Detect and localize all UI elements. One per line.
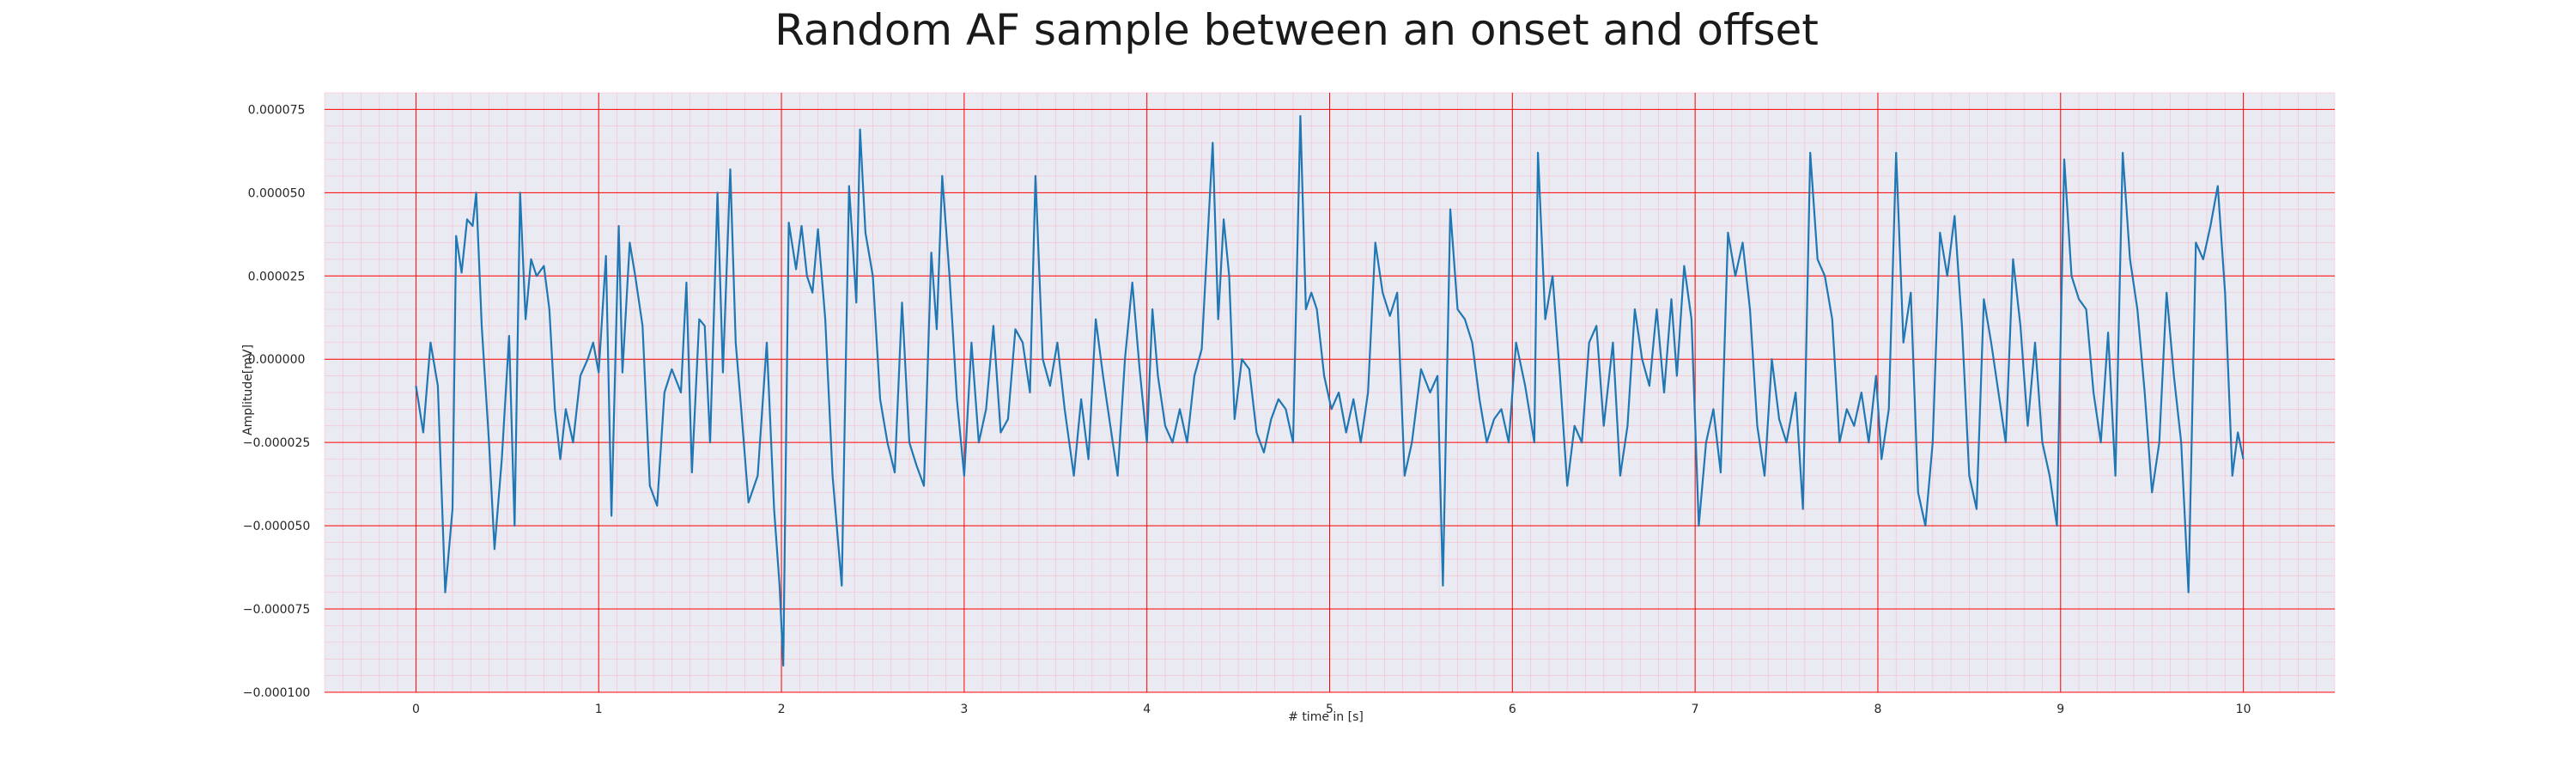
y-tick-label: 0.000000 xyxy=(248,353,306,367)
y-tick-label: −0.000075 xyxy=(243,603,311,617)
series-layer xyxy=(415,115,2245,667)
y-tick-label: 0.000050 xyxy=(248,186,306,200)
y-tick-label: −0.000025 xyxy=(243,436,311,450)
y-tick-label: 0.000075 xyxy=(248,103,306,117)
x-tick-label: 8 xyxy=(1874,703,1881,716)
x-tick-label: 7 xyxy=(1692,703,1699,716)
y-tick-label: −0.000050 xyxy=(243,520,311,533)
x-axis-label: # time in [s] xyxy=(1288,710,1364,724)
x-tick-label: 2 xyxy=(778,703,786,716)
series-line xyxy=(415,115,2245,667)
x-tick-label: 0 xyxy=(412,703,420,716)
y-tick-label: 0.000025 xyxy=(248,270,306,283)
major-grid xyxy=(325,93,2335,693)
y-axis-label: Amplitude[mV] xyxy=(241,344,255,435)
x-tick-label: 4 xyxy=(1143,703,1151,716)
y-tick-label: −0.000100 xyxy=(243,686,311,700)
chart-title: Random AF sample between an onset and of… xyxy=(775,5,1819,55)
x-tick-label: 3 xyxy=(960,703,968,716)
x-tick-label: 1 xyxy=(595,703,603,716)
x-tick-label: 5 xyxy=(1326,703,1334,716)
x-tick-label: 10 xyxy=(2236,703,2251,716)
x-axis-ticks: 0 1 2 3 4 5 6 7 8 9 10 xyxy=(412,703,2251,716)
x-tick-label: 9 xyxy=(2057,703,2064,716)
y-axis-ticks: −0.000100 −0.000075 −0.000050 −0.000025 0.00… xyxy=(243,103,311,700)
x-tick-label: 6 xyxy=(1509,703,1516,716)
